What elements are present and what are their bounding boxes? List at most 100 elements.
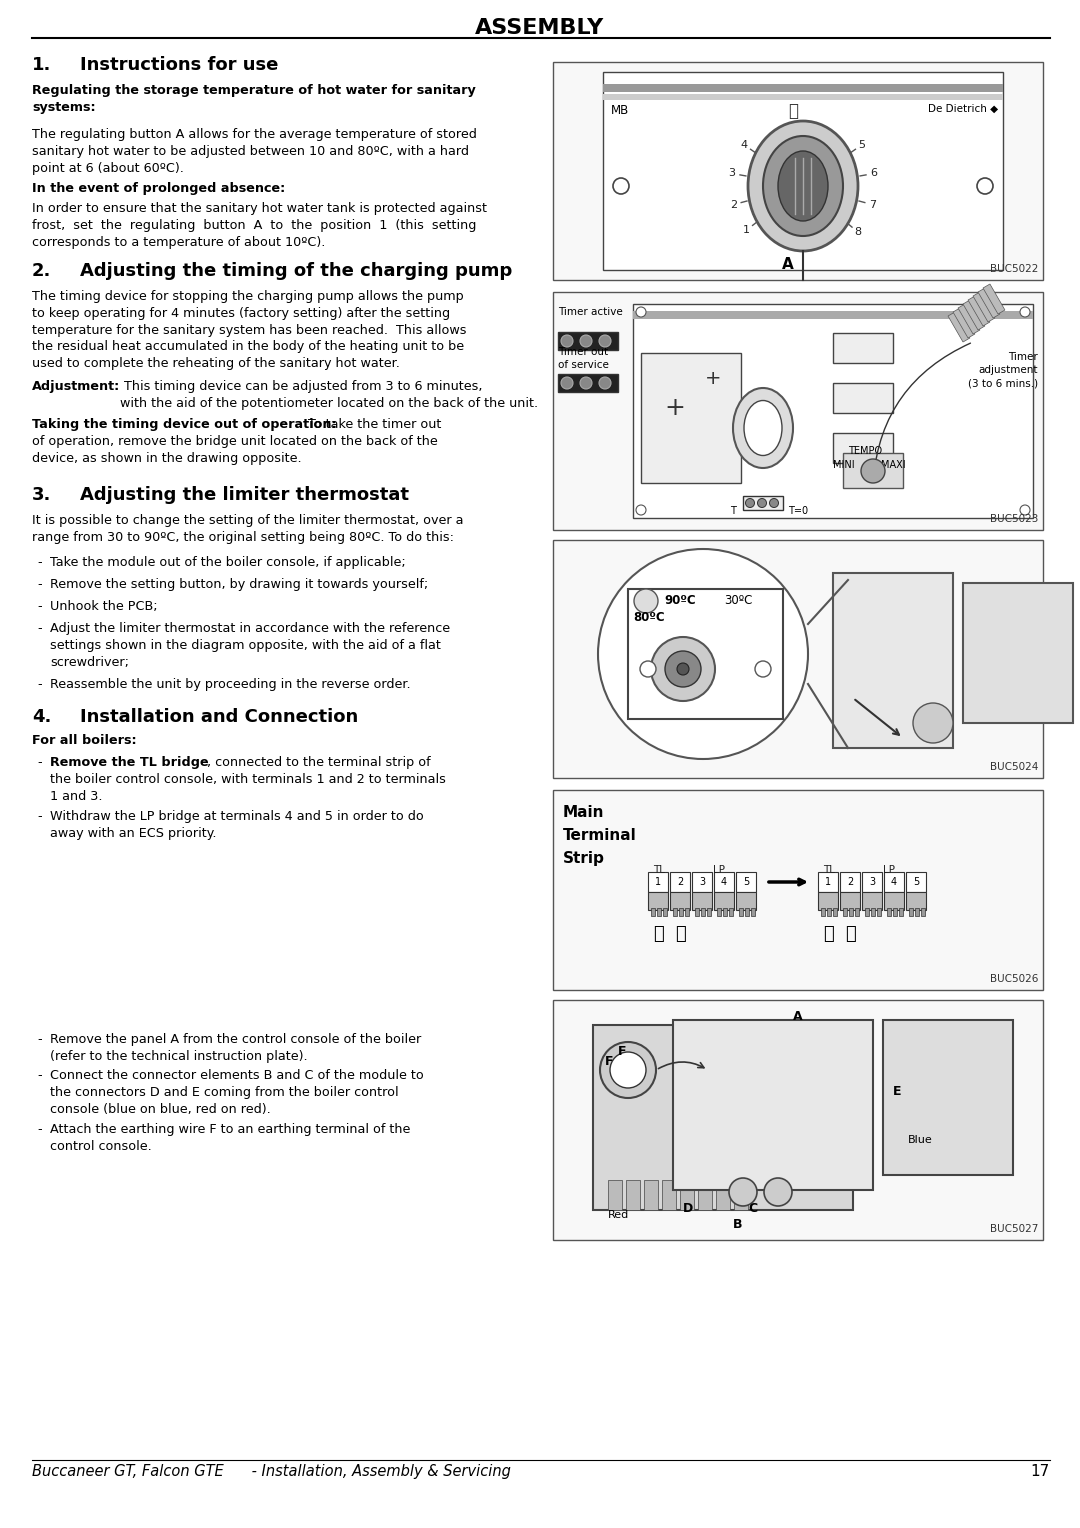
Bar: [735, 872, 756, 892]
Text: MINI: MINI: [833, 460, 854, 471]
Text: Withdraw the LP bridge at terminals 4 and 5 in order to do
away with an ECS prio: Withdraw the LP bridge at terminals 4 an…: [50, 810, 423, 840]
Bar: [843, 452, 903, 487]
Ellipse shape: [744, 400, 782, 455]
Bar: [701, 908, 705, 915]
Bar: [670, 872, 690, 892]
Text: T=0: T=0: [788, 506, 808, 516]
Circle shape: [600, 1042, 656, 1099]
Text: ⏚: ⏚: [675, 924, 686, 943]
Text: -: -: [37, 578, 42, 591]
Bar: [818, 892, 838, 911]
Text: TL: TL: [823, 865, 835, 876]
Bar: [648, 872, 669, 892]
Bar: [893, 908, 897, 915]
Bar: [714, 872, 734, 892]
Bar: [877, 908, 881, 915]
Bar: [963, 299, 985, 330]
Circle shape: [745, 498, 755, 507]
Text: Terminal: Terminal: [563, 828, 637, 843]
Circle shape: [913, 703, 953, 743]
Text: 3: 3: [729, 168, 735, 179]
Bar: [870, 908, 875, 915]
Text: Remove the panel A from the control console of the boiler
(refer to the technica: Remove the panel A from the control cons…: [50, 1033, 421, 1063]
Circle shape: [561, 377, 573, 390]
Text: LP: LP: [883, 865, 895, 876]
Bar: [723, 908, 727, 915]
Text: -: -: [37, 756, 42, 769]
Text: -: -: [37, 1123, 42, 1135]
Text: of operation, remove the bridge unit located on the back of the
device, as shown: of operation, remove the bridge unit loc…: [32, 435, 437, 465]
Text: BUC5027: BUC5027: [989, 1224, 1038, 1235]
Bar: [648, 892, 669, 911]
Text: 2: 2: [847, 877, 853, 886]
Bar: [833, 432, 893, 463]
Bar: [692, 892, 712, 911]
Bar: [885, 872, 904, 892]
Circle shape: [1020, 504, 1030, 515]
Bar: [662, 1180, 676, 1210]
Bar: [818, 872, 838, 892]
Text: 4: 4: [741, 139, 747, 150]
Circle shape: [764, 1178, 792, 1206]
Bar: [657, 908, 661, 915]
Circle shape: [665, 651, 701, 688]
Text: Timer out
of service: Timer out of service: [558, 347, 609, 370]
Bar: [906, 892, 926, 911]
Text: , connected to the terminal strip of: , connected to the terminal strip of: [207, 756, 431, 769]
Text: MB: MB: [611, 104, 630, 118]
Text: 1: 1: [654, 877, 661, 886]
Text: -: -: [37, 1033, 42, 1047]
Bar: [840, 872, 860, 892]
Text: Reassemble the unit by proceeding in the reverse order.: Reassemble the unit by proceeding in the…: [50, 678, 410, 691]
Text: Red: Red: [608, 1210, 630, 1219]
Text: 2: 2: [730, 200, 737, 209]
Text: 90ºC: 90ºC: [664, 594, 696, 607]
Bar: [734, 1180, 748, 1210]
Bar: [633, 312, 1032, 319]
Bar: [958, 304, 980, 335]
Text: 5: 5: [913, 877, 919, 886]
Bar: [651, 908, 654, 915]
Text: 3: 3: [869, 877, 875, 886]
Circle shape: [636, 307, 646, 316]
Ellipse shape: [598, 549, 808, 759]
Text: LP: LP: [713, 865, 725, 876]
Text: -: -: [37, 556, 42, 568]
Text: Adjusting the timing of the charging pump: Adjusting the timing of the charging pum…: [80, 261, 512, 280]
Text: Strip: Strip: [563, 851, 605, 866]
Circle shape: [1020, 307, 1030, 316]
Text: 1 and 3.: 1 and 3.: [50, 790, 103, 804]
Text: This timing device can be adjusted from 3 to 6 minutes,
with the aid of the pote: This timing device can be adjusted from …: [120, 380, 538, 410]
Text: It is possible to change the setting of the limiter thermostat, over a
range fro: It is possible to change the setting of …: [32, 513, 463, 544]
Text: Timer
adjustment
(3 to 6 mins.): Timer adjustment (3 to 6 mins.): [968, 351, 1038, 388]
Circle shape: [918, 1115, 968, 1164]
Bar: [906, 872, 926, 892]
Bar: [673, 908, 677, 915]
Text: MAXI: MAXI: [881, 460, 906, 471]
Bar: [915, 908, 919, 915]
Text: 30ºC: 30ºC: [724, 594, 752, 607]
Circle shape: [677, 663, 689, 675]
Text: ⏚: ⏚: [652, 924, 663, 943]
Text: 3: 3: [699, 877, 705, 886]
Bar: [729, 908, 733, 915]
Text: 1: 1: [825, 877, 832, 886]
Bar: [833, 333, 893, 364]
Text: BUC5022: BUC5022: [989, 264, 1038, 274]
Bar: [707, 908, 711, 915]
Bar: [553, 292, 1043, 530]
Text: ASSEMBLY: ASSEMBLY: [475, 18, 605, 38]
Bar: [603, 72, 1003, 270]
Circle shape: [640, 662, 656, 677]
Text: -: -: [37, 1070, 42, 1082]
Circle shape: [729, 1178, 757, 1206]
Bar: [553, 790, 1043, 990]
Bar: [714, 892, 734, 911]
Bar: [963, 584, 1074, 723]
Text: To take the timer out: To take the timer out: [303, 419, 442, 431]
Ellipse shape: [733, 388, 793, 468]
Text: TL: TL: [653, 865, 665, 876]
Bar: [921, 908, 924, 915]
Text: Remove the setting button, by drawing it towards yourself;: Remove the setting button, by drawing it…: [50, 578, 429, 591]
Text: Adjusting the limiter thermostat: Adjusting the limiter thermostat: [80, 486, 409, 504]
